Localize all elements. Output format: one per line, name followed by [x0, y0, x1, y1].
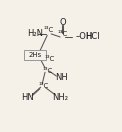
Text: NH₂: NH₂: [52, 93, 68, 102]
FancyBboxPatch shape: [24, 50, 46, 60]
Text: HCl: HCl: [86, 32, 100, 41]
Text: O: O: [59, 18, 66, 27]
Text: NH: NH: [55, 72, 68, 82]
Text: H₂N: H₂N: [28, 29, 44, 38]
Text: ¹³C: ¹³C: [45, 56, 55, 62]
Text: 2Hs: 2Hs: [28, 52, 42, 58]
Text: ¹³C: ¹³C: [38, 83, 49, 89]
Text: ¹³C: ¹³C: [44, 27, 54, 33]
Text: ¹³C: ¹³C: [58, 31, 68, 37]
Text: –OH: –OH: [76, 32, 93, 41]
Text: ¹³C: ¹³C: [42, 68, 53, 74]
Text: HN: HN: [21, 93, 33, 102]
